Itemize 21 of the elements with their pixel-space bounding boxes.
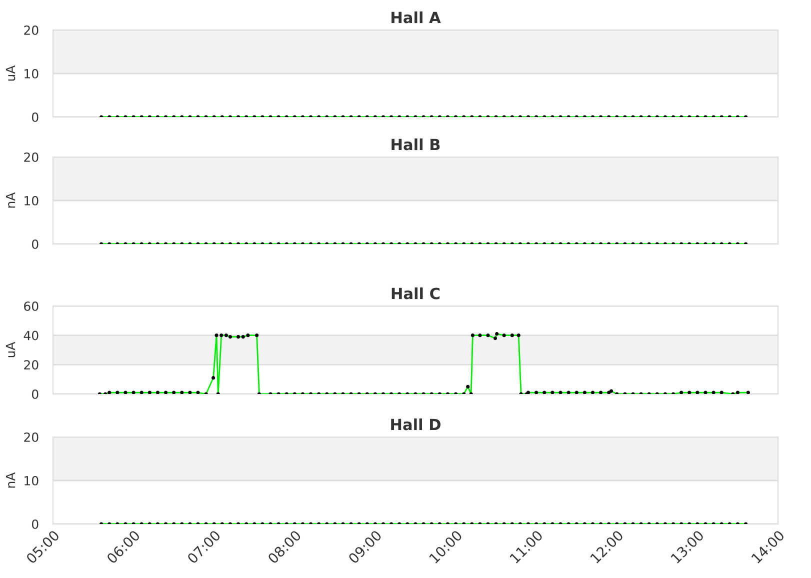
y-axis-title: uA	[6, 342, 16, 358]
y-axis-title: uA	[6, 65, 16, 81]
y-tick-label: 0	[32, 112, 38, 122]
chart-title: Hall D	[391, 418, 440, 430]
y-tick-label: 20	[24, 152, 38, 162]
y-tick-label: 0	[32, 389, 38, 399]
y-axis-title: nA	[6, 192, 16, 208]
chart-title: Hall A	[392, 11, 441, 24]
y-tick-label: 20	[24, 25, 38, 35]
y-tick-label: 60	[24, 301, 38, 311]
y-tick-label: 40	[24, 330, 38, 340]
y-tick-label: 0	[32, 519, 38, 529]
chart-title: Hall C	[392, 287, 440, 300]
y-axis-title: nA	[6, 472, 16, 488]
y-tick-label: 10	[24, 68, 38, 78]
y-tick-label: 0	[32, 239, 38, 249]
y-tick-label: 20	[24, 432, 38, 442]
y-tick-label: 10	[24, 476, 38, 486]
chart-title: Hall B	[392, 138, 440, 150]
y-tick-label: 20	[24, 360, 38, 370]
y-tick-label: 10	[24, 196, 38, 206]
